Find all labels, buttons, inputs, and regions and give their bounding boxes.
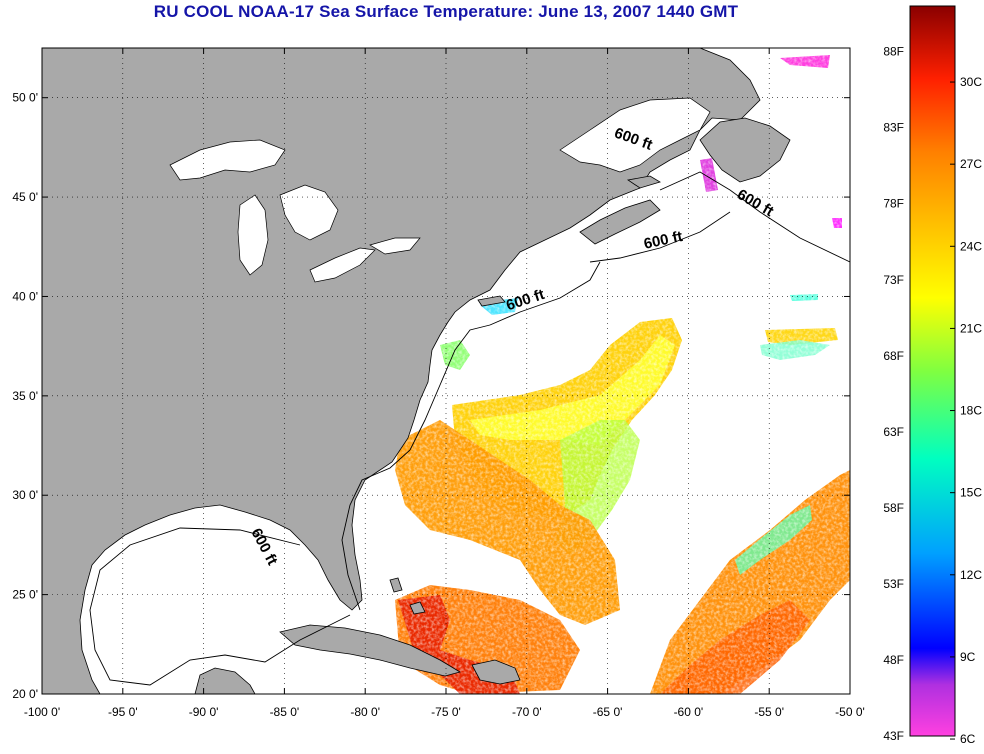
x-tick-label: -90 0' (189, 705, 219, 719)
colorbar-f-label: 53F (883, 577, 904, 591)
colorbar-f-label: 73F (883, 273, 904, 287)
x-axis: -100 0' -95 0' -90 0' -85 0' -80 0' -75 0' -70… (24, 48, 865, 719)
isobath-line (489, 261, 601, 326)
colorbar-c-label: 21C (960, 321, 982, 335)
colorbar (909, 5, 956, 737)
colorbar-f-label: 48F (883, 653, 904, 667)
colorbar-f-label: 63F (883, 425, 904, 439)
x-tick-label: -85 0' (270, 705, 300, 719)
x-tick-label: -50 0' (835, 705, 865, 719)
x-tick-label: -65 0' (593, 705, 623, 719)
bahamas-land (389, 577, 403, 593)
isobath-layer (89, 171, 850, 686)
colorbar-c-label: 6C (960, 732, 976, 746)
colorbar-f-label: 78F (883, 197, 904, 211)
colorbar-c-label: 12C (960, 568, 982, 582)
great-lakes (169, 97, 711, 283)
isobath-line (409, 324, 491, 451)
map-title: RU COOL NOAA-17 Sea Surface Temperature:… (153, 2, 739, 21)
newfoundland-land (699, 117, 791, 183)
lake-superior (169, 139, 286, 181)
pei-land (626, 175, 661, 189)
hispaniola-land (471, 659, 521, 685)
lake-huron (279, 184, 339, 241)
lake-michigan (237, 194, 269, 276)
colorbar-c-label: 24C (960, 239, 982, 253)
x-tick-label: -95 0' (108, 705, 138, 719)
colorbar-f-label: 58F (883, 501, 904, 515)
x-tick-label: -75 0' (431, 705, 461, 719)
x-tick-label: -60 0' (674, 705, 704, 719)
x-tick-label: -100 0' (24, 705, 60, 719)
colorbar-c-label: 27C (960, 157, 982, 171)
colorbar-fahrenheit-labels: 88F 83F 78F 73F 68F 63F 58F 53F 48F 43F (883, 45, 904, 743)
y-tick-label: 40 0' (12, 289, 38, 303)
y-axis: 20 0' 25 0' 30 0' 35 0' 40 0' 45 0' 50 0' (12, 91, 850, 701)
isobath-line (89, 527, 351, 686)
colorbar-c-label: 15C (960, 486, 982, 500)
y-tick-label: 30 0' (12, 488, 38, 502)
long-island-land (477, 295, 506, 307)
y-tick-label: 35 0' (12, 389, 38, 403)
cuba-land (279, 624, 462, 677)
x-tick-label: -70 0' (512, 705, 542, 719)
colorbar-f-label: 68F (883, 349, 904, 363)
land-layer (42, 48, 791, 694)
colorbar-f-label: 43F (883, 729, 904, 743)
y-tick-label: 25 0' (12, 588, 38, 602)
colorbar-c-label: 9C (960, 650, 976, 664)
colorbar-celsius-labels: 30C 27C 24C 21C 18C 15C 12C 9C 6C (950, 75, 982, 746)
colorbar-f-label: 88F (883, 45, 904, 59)
colorbar-c-label: 18C (960, 404, 982, 418)
y-tick-label: 20 0' (12, 687, 38, 701)
y-tick-label: 50 0' (12, 91, 38, 105)
lake-ontario (369, 237, 421, 255)
isobath-line (589, 211, 731, 263)
gulf-of-st-lawrence-water (559, 97, 711, 173)
north-america-land (42, 48, 761, 694)
isobath-line (659, 171, 850, 263)
y-tick-label: 45 0' (12, 190, 38, 204)
colorbar-c-label: 30C (960, 75, 982, 89)
lake-erie (309, 247, 376, 283)
isobath-line (341, 449, 411, 611)
x-tick-label: -80 0' (350, 705, 380, 719)
yucatan-land (194, 667, 256, 694)
bahamas-land (409, 601, 426, 615)
colorbar-f-label: 83F (883, 121, 904, 135)
nova-scotia-land (579, 199, 661, 245)
x-tick-label: -55 0' (754, 705, 784, 719)
